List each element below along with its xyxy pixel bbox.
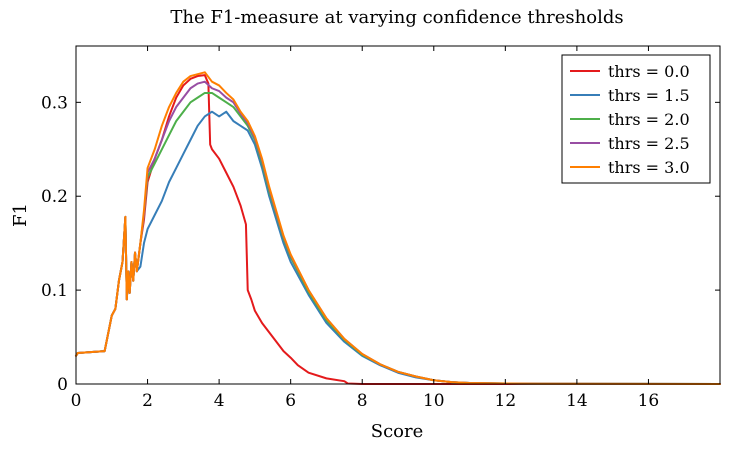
y-tick-label: 0.2 — [41, 187, 68, 207]
y-tick-label: 0.3 — [41, 93, 68, 113]
x-axis-label: Score — [371, 421, 424, 442]
x-tick-label: 4 — [214, 391, 225, 411]
x-tick-label: 6 — [285, 391, 296, 411]
series-line-5 — [75, 71, 721, 385]
x-tick-label: 0 — [71, 391, 82, 411]
legend-label-3: thrs = 2.0 — [608, 110, 690, 129]
legend: thrs = 0.0 thrs = 1.5 thrs = 2.0 thrs = 2.5… — [561, 54, 711, 184]
axes-frame — [75, 45, 721, 385]
x-tick-label: 14 — [566, 391, 588, 411]
x-tick-label: 8 — [357, 391, 368, 411]
legend-label-4: thrs = 2.5 — [608, 134, 690, 153]
x-tick-label: 10 — [423, 391, 445, 411]
x-tick-label: 2 — [142, 391, 153, 411]
chart-title: The F1-measure at varying confidence thr… — [170, 7, 623, 28]
legend-label-2: thrs = 1.5 — [608, 86, 690, 105]
legend-label-5: thrs = 3.0 — [608, 158, 690, 177]
x-tick-label: 16 — [638, 391, 660, 411]
plot-area: 0 2 4 6 8 10 12 14 16 0 0.1 0.2 0.3 — [41, 45, 721, 411]
y-tick-label: 0.1 — [41, 281, 68, 301]
legend-label-1: thrs = 0.0 — [608, 62, 690, 81]
y-axis-label: F1 — [10, 203, 31, 227]
y-tick-label: 0 — [57, 375, 68, 395]
x-tick-label: 12 — [495, 391, 517, 411]
